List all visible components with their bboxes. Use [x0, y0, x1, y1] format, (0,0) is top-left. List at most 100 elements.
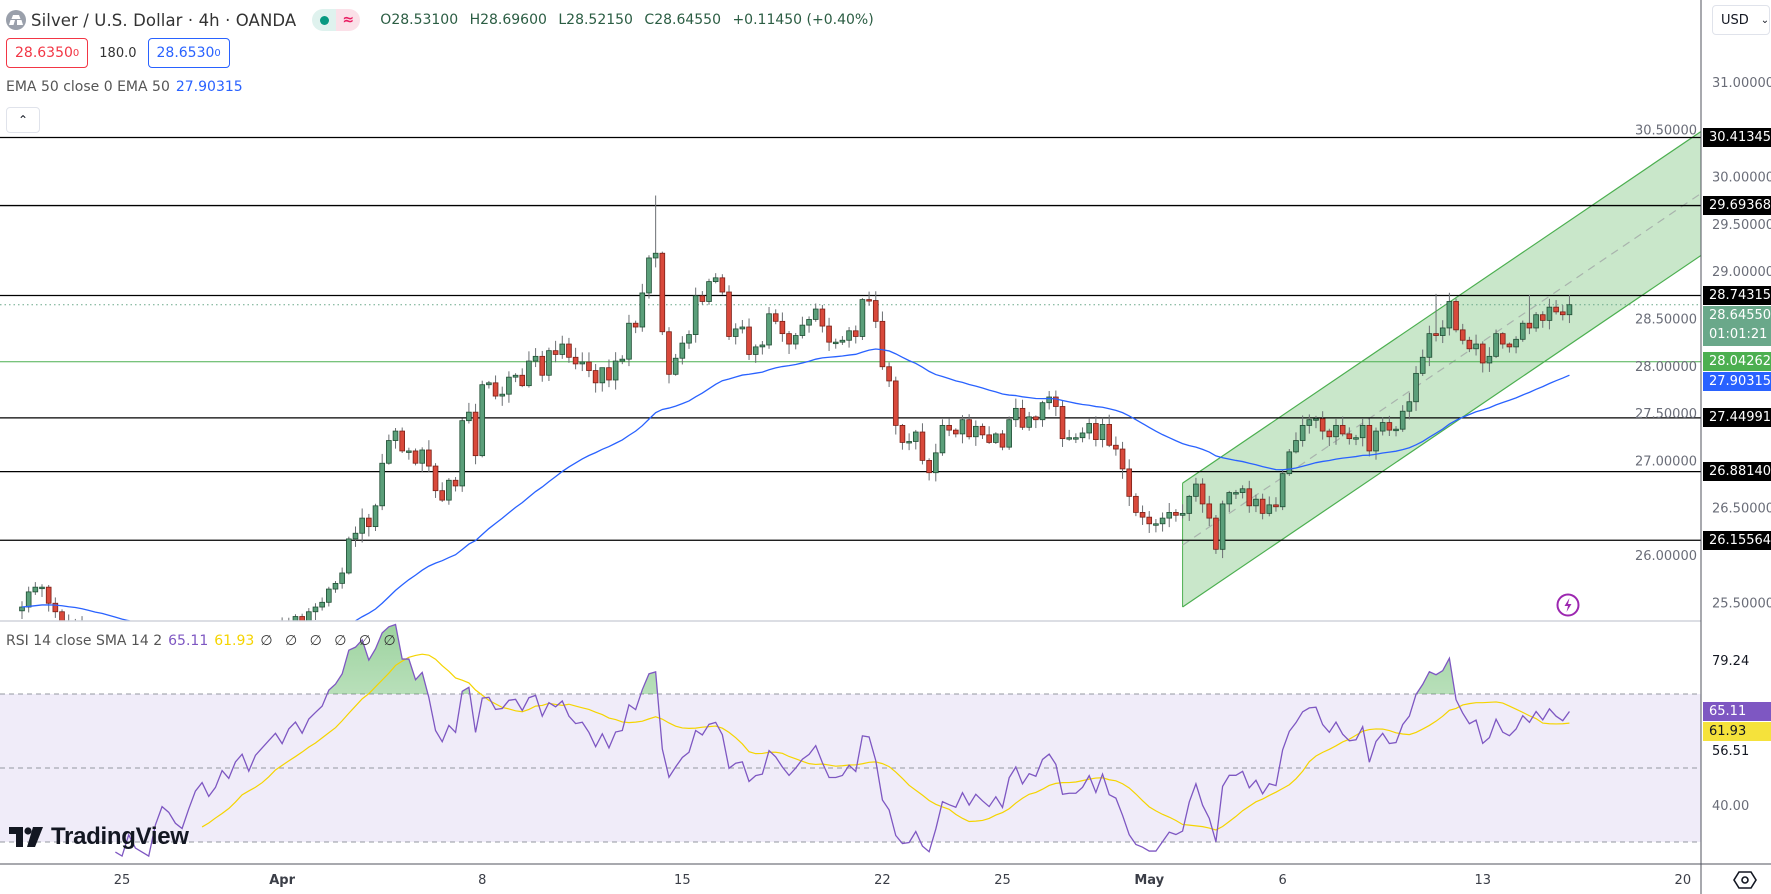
- candle[interactable]: [379, 453, 385, 511]
- candle[interactable]: [566, 337, 572, 363]
- candle[interactable]: [1446, 292, 1453, 336]
- rsi-line[interactable]: [115, 623, 1570, 858]
- candle[interactable]: [592, 364, 599, 393]
- candle[interactable]: [1086, 418, 1093, 440]
- candle[interactable]: [1419, 349, 1426, 376]
- candle[interactable]: [606, 359, 612, 388]
- candle[interactable]: [299, 613, 305, 627]
- candle[interactable]: [120, 659, 125, 671]
- candle[interactable]: [1559, 305, 1566, 321]
- candle[interactable]: [1319, 411, 1326, 440]
- candle[interactable]: [826, 317, 832, 352]
- candle[interactable]: [160, 655, 165, 673]
- candle[interactable]: [1179, 504, 1186, 519]
- candle[interactable]: [1493, 329, 1499, 359]
- candle[interactable]: [406, 447, 412, 460]
- candle[interactable]: [1326, 428, 1333, 447]
- candle[interactable]: [273, 622, 278, 633]
- candle[interactable]: [1299, 415, 1306, 447]
- candle[interactable]: [173, 659, 178, 677]
- sell-button[interactable]: 28.6350 0: [6, 38, 89, 68]
- candle[interactable]: [766, 307, 772, 349]
- candle[interactable]: [973, 420, 979, 446]
- candle[interactable]: [1339, 416, 1346, 437]
- candle[interactable]: [339, 567, 345, 589]
- candle[interactable]: [1393, 426, 1399, 437]
- candle[interactable]: [1406, 392, 1413, 420]
- candle[interactable]: [993, 432, 999, 444]
- candle[interactable]: [1013, 398, 1019, 427]
- candle[interactable]: [819, 304, 826, 333]
- candle[interactable]: [386, 434, 392, 465]
- candle[interactable]: [779, 312, 786, 342]
- candle[interactable]: [1506, 342, 1513, 353]
- candle[interactable]: [1513, 336, 1519, 354]
- candle[interactable]: [1066, 429, 1072, 441]
- candle[interactable]: [1206, 495, 1213, 527]
- candle[interactable]: [1466, 336, 1473, 353]
- candle[interactable]: [939, 419, 946, 456]
- candle[interactable]: [1159, 512, 1166, 532]
- candle[interactable]: [332, 581, 339, 593]
- candle[interactable]: [499, 386, 506, 406]
- candle[interactable]: [506, 371, 512, 403]
- candle[interactable]: [280, 617, 285, 633]
- candle[interactable]: [133, 650, 138, 676]
- candle[interactable]: [1386, 415, 1393, 437]
- candle[interactable]: [1133, 493, 1139, 517]
- candle[interactable]: [1526, 294, 1533, 335]
- candle[interactable]: [519, 368, 526, 388]
- channel-lower-line[interactable]: [1182, 254, 1703, 608]
- symbol-title[interactable]: Silver / U.S. Dollar · 4h · OANDA: [31, 10, 297, 30]
- candle[interactable]: [399, 427, 405, 454]
- candle[interactable]: [1546, 298, 1553, 330]
- candle[interactable]: [1486, 347, 1493, 372]
- candle[interactable]: [412, 448, 419, 466]
- candle[interactable]: [586, 352, 592, 378]
- candle[interactable]: [1106, 414, 1113, 448]
- candle[interactable]: [1099, 417, 1106, 448]
- candle[interactable]: [213, 649, 218, 670]
- lightning-icon[interactable]: [1556, 593, 1580, 617]
- candle[interactable]: [879, 311, 886, 370]
- candle[interactable]: [126, 650, 131, 678]
- candle[interactable]: [153, 659, 158, 687]
- candle[interactable]: [726, 285, 732, 340]
- candle[interactable]: [166, 651, 171, 671]
- candle[interactable]: [792, 332, 799, 350]
- candle[interactable]: [532, 348, 539, 368]
- candle[interactable]: [1266, 496, 1273, 517]
- candle[interactable]: [186, 659, 191, 683]
- candle[interactable]: [193, 654, 198, 671]
- collapse-legend-button[interactable]: ⌃: [6, 107, 40, 133]
- candle[interactable]: [1059, 400, 1066, 447]
- candle[interactable]: [852, 325, 859, 344]
- candle[interactable]: [1353, 434, 1359, 446]
- ema-legend[interactable]: EMA 50 close 0 EMA 50 27.90315: [6, 79, 243, 95]
- candle[interactable]: [59, 609, 65, 630]
- candle[interactable]: [579, 352, 586, 372]
- candle[interactable]: [1113, 436, 1119, 456]
- candle[interactable]: [806, 316, 812, 333]
- candle[interactable]: [1193, 477, 1199, 502]
- candle[interactable]: [1026, 411, 1032, 431]
- candle[interactable]: [1539, 311, 1546, 328]
- candle[interactable]: [479, 380, 486, 458]
- candle[interactable]: [752, 344, 759, 363]
- candle[interactable]: [65, 614, 72, 640]
- candle[interactable]: [959, 415, 966, 444]
- candle[interactable]: [712, 273, 719, 284]
- candle[interactable]: [912, 429, 919, 450]
- candle[interactable]: [559, 335, 566, 359]
- candle[interactable]: [1219, 500, 1226, 559]
- candle[interactable]: [1126, 459, 1133, 506]
- candle[interactable]: [979, 423, 986, 439]
- candle[interactable]: [1226, 490, 1233, 513]
- candle[interactable]: [1359, 418, 1366, 447]
- candle[interactable]: [1439, 320, 1446, 344]
- candle[interactable]: [226, 648, 231, 661]
- candle[interactable]: [719, 274, 726, 295]
- candle[interactable]: [432, 463, 439, 498]
- candle[interactable]: [626, 314, 632, 367]
- candle[interactable]: [846, 327, 852, 348]
